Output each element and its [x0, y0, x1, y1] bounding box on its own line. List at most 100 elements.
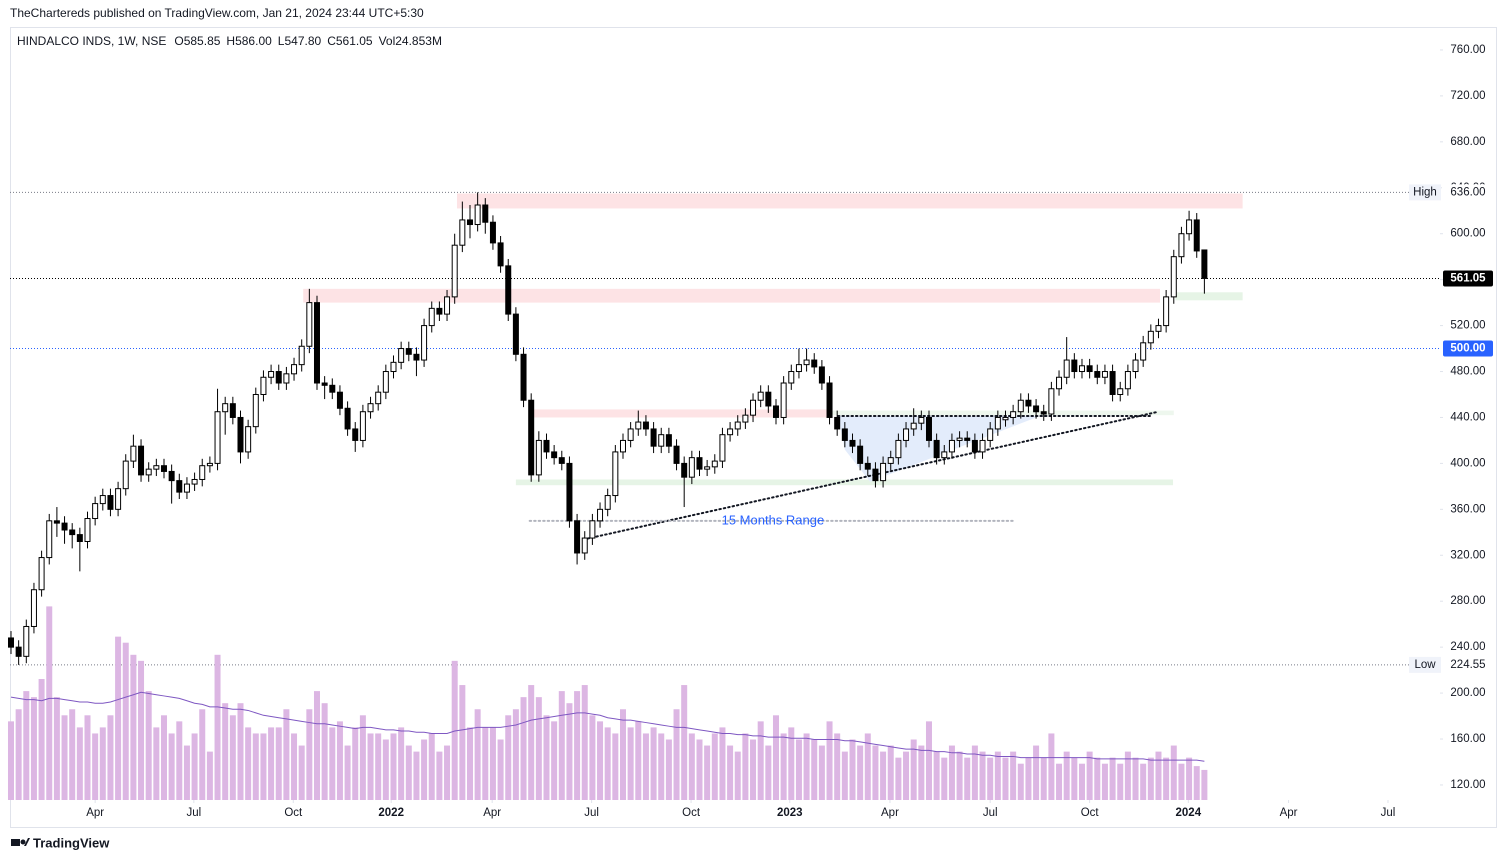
candle-body — [941, 451, 948, 459]
candle-body — [979, 439, 986, 453]
candle-body — [107, 495, 114, 510]
volume-bar — [466, 727, 473, 800]
volume-bar — [99, 727, 106, 800]
candle-body — [1033, 405, 1040, 413]
candle-body — [903, 428, 910, 441]
volume-bar — [69, 709, 76, 800]
volume-bar — [1109, 757, 1116, 800]
candle-body — [336, 391, 343, 409]
volume-bar — [757, 721, 764, 800]
volume-bar — [581, 685, 588, 800]
volume-bar — [367, 733, 374, 800]
candle-body — [772, 405, 779, 418]
candle-body — [1155, 325, 1162, 332]
candle-body — [375, 391, 382, 405]
candle-body — [1025, 399, 1032, 407]
volume-bar — [834, 733, 841, 800]
volume-bar — [1040, 757, 1047, 800]
candle-body — [520, 353, 527, 401]
candle-body — [313, 302, 320, 384]
volume-bar — [1078, 763, 1085, 800]
volume-bar — [711, 733, 718, 800]
volume-bar — [872, 745, 879, 800]
candle-body — [214, 411, 221, 464]
volume-bar — [390, 733, 397, 800]
candle-body — [23, 625, 30, 657]
volume-bar — [53, 697, 60, 800]
volume-bar — [650, 727, 657, 800]
candle-body — [69, 529, 76, 536]
volume-bar — [918, 745, 925, 800]
annotation: 15 Months Range — [722, 512, 825, 527]
volume-bar — [803, 733, 810, 800]
candle-body — [673, 445, 680, 464]
volume-bar — [1063, 751, 1070, 800]
y-tick-label: 160.00 — [1450, 733, 1485, 745]
x-tick-label: 2023 — [777, 807, 803, 819]
candle-body — [857, 445, 864, 464]
volume-bar — [375, 733, 382, 800]
volume-bar — [222, 703, 229, 800]
volume-bar — [727, 745, 734, 800]
level-value: 561.05 — [1450, 272, 1486, 284]
candle-body — [61, 522, 68, 531]
volume-bar — [275, 727, 282, 800]
volume-bar — [994, 751, 1001, 800]
x-tick-label: 2022 — [378, 807, 404, 819]
level-badge — [1443, 270, 1493, 287]
volume-bar — [183, 745, 190, 800]
x-tick-label: Jul — [584, 807, 599, 819]
volume-bar — [168, 733, 175, 800]
brand: TradingView — [33, 835, 110, 850]
volume-bar — [191, 733, 198, 800]
candle-body — [811, 359, 818, 368]
candle-body — [1101, 371, 1108, 378]
volume-bar — [734, 751, 741, 800]
candle-body — [948, 439, 955, 453]
volume-bar — [474, 709, 481, 800]
volume-bar — [551, 721, 558, 800]
candle-body — [589, 520, 596, 539]
candle-body — [1086, 365, 1093, 373]
volume-bar — [520, 697, 527, 800]
candle-body — [627, 428, 634, 441]
candle-body — [191, 478, 198, 485]
candle-body — [987, 428, 994, 441]
volume-bar — [543, 715, 550, 800]
level-value-box — [1442, 656, 1494, 673]
y-tick-label: 480.00 — [1450, 366, 1485, 378]
candle-body — [765, 391, 772, 407]
candle-body — [153, 465, 160, 470]
volume-bar — [811, 739, 818, 800]
volume-bar — [413, 751, 420, 800]
level-value: 224.55 — [1450, 659, 1485, 671]
candle-body — [229, 403, 236, 418]
volume-bar — [696, 739, 703, 800]
volume-bar — [92, 733, 99, 800]
candle-body — [222, 403, 229, 413]
volume-bar — [635, 721, 642, 800]
candle-body — [482, 204, 489, 223]
volume-bar — [245, 727, 252, 800]
volume-bar — [627, 727, 634, 800]
volume-bar — [1178, 763, 1185, 800]
zone — [529, 409, 830, 418]
volume-bar — [788, 727, 795, 800]
candle-body — [1201, 249, 1208, 279]
volume-bar — [864, 733, 871, 800]
candle-body — [38, 557, 45, 591]
y-tick-label: 440.00 — [1450, 411, 1485, 423]
volume-bar — [76, 727, 83, 800]
y-tick-label: 320.00 — [1450, 549, 1485, 561]
candle-body — [359, 411, 366, 441]
volume-bar — [941, 757, 948, 800]
ohlc-value: Vol24.853M — [379, 34, 442, 48]
volume-bar — [780, 733, 787, 800]
volume-bar — [30, 697, 37, 800]
volume-bar — [971, 745, 978, 800]
candle-body — [130, 445, 137, 462]
level-value-box — [1442, 184, 1494, 201]
volume-bar — [428, 733, 435, 800]
candle-body — [612, 451, 619, 497]
volume-bar — [405, 745, 412, 800]
